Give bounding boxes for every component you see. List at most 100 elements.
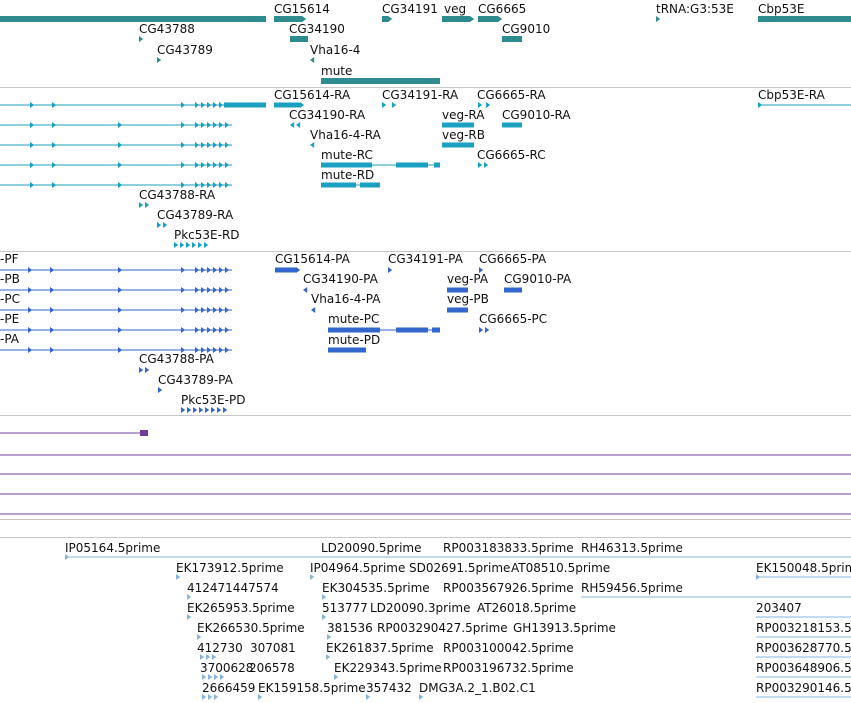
protein-label[interactable]: mute-PD [328,333,381,347]
gene-label[interactable]: mute [321,64,353,78]
est-label[interactable]: 2666459 [202,681,256,695]
est-label[interactable]: 307081 [250,641,296,655]
est-label[interactable]: 3700628 [200,661,254,675]
protein-label[interactable]: veg-PA [447,272,489,286]
protein-label[interactable]: CG6665-PC [479,312,548,326]
protein-label[interactable]: Pkc53E-PD [181,393,246,407]
mrna-exon-glyph [225,162,230,168]
est-glyph [208,674,213,680]
mrna-exon-glyph [478,162,483,168]
protein-exon-glyph [217,407,222,413]
est-label[interactable]: EK304535.5prime [322,581,430,595]
gene-label[interactable]: tRNA:G3:53E [656,2,734,16]
est-label[interactable]: RH59456.5prime [581,581,683,595]
protein-label[interactable]: -PE [0,312,20,326]
est-label[interactable]: RP003218153.5 [756,621,851,635]
est-label[interactable]: EK173912.5prime [176,561,284,575]
mrna-label[interactable]: CG43789-RA [157,208,234,222]
mrna-label[interactable]: CG6665-RC [477,148,546,162]
est-label[interactable]: SD02691.5prime [409,561,511,575]
mrna-exon-glyph [207,162,212,168]
est-label[interactable]: 412730 [197,641,243,655]
mrna-label[interactable]: veg-RB [442,128,486,142]
est-label[interactable]: IP05164.5prime [65,541,161,555]
mrna-label[interactable]: mute-RD [321,168,375,182]
protein-label[interactable]: -PA [0,332,20,346]
protein-exon-glyph [223,407,228,413]
est-label[interactable]: RP003628770.5 [756,641,851,655]
protein-label[interactable]: CG15614-PA [275,252,350,266]
protein-exon-glyph [118,307,123,313]
gene-label[interactable]: Vha16-4 [310,43,361,57]
gene-label[interactable]: CG34191 [382,2,438,16]
protein-label[interactable]: CG6665-PA [479,252,547,266]
est-label[interactable]: 513777 [322,601,368,615]
est-label[interactable]: AT26018.5prime [477,601,577,615]
mrna-exon-glyph [290,122,295,128]
gene-label[interactable]: CG43788 [139,22,195,36]
est-label[interactable]: RP003648906.5 [756,661,851,675]
protein-label[interactable]: CG34190-PA [303,272,378,286]
gene-label[interactable]: Cbp53E [758,2,805,16]
est-label[interactable]: AT08510.5prime [511,561,611,575]
est-label[interactable]: RP003183833.5prime [443,541,574,555]
protein-label[interactable]: mute-PC [328,312,380,326]
protein-label[interactable]: CG43789-PA [158,373,233,387]
est-label[interactable]: RP003567926.5prime [443,581,574,595]
protein-label[interactable]: -PF [0,252,19,266]
est-label[interactable]: RP003290427.5prime [377,621,508,635]
protein-label[interactable]: -PC [0,292,20,306]
mrna-label[interactable]: Cbp53E-RA [758,88,825,102]
est-label[interactable]: RP003100042.5prime [443,641,574,655]
mrna-label[interactable]: CG9010-RA [502,108,571,122]
est-label[interactable]: RH46313.5prime [581,541,683,555]
mrna-label[interactable]: CG15614-RA [274,88,351,102]
mrna-label[interactable]: mute-RC [321,148,373,162]
mrna-exon-glyph [52,162,57,168]
mrna-label[interactable]: CG6665-RA [477,88,546,102]
est-label[interactable]: 203407 [756,601,802,615]
est-label[interactable]: 206578 [249,661,295,675]
protein-label[interactable]: CG43788-PA [139,352,214,366]
mrna-exon-glyph [174,242,179,248]
mrna-exon-glyph [392,102,397,108]
est-label[interactable]: EK150048.5prime [756,561,851,575]
est-label[interactable]: EK266530.5prime [197,621,305,635]
protein-label[interactable]: Vha16-4-PA [311,292,381,306]
mrna-label[interactable]: Vha16-4-RA [310,128,381,142]
mrna-label[interactable]: CG34191-RA [382,88,459,102]
est-label[interactable]: 412471447574 [187,581,279,595]
protein-label[interactable]: veg-PB [447,292,489,306]
mrna-label[interactable]: CG34190-RA [289,108,366,122]
mrna-label[interactable]: Pkc53E-RD [174,228,240,242]
est-label[interactable]: LD20090.5prime [321,541,422,555]
est-label[interactable]: EK229343.5prime [334,661,442,675]
est-label[interactable]: DMG3A.2_1.B02.C1 [419,681,536,695]
gene-label[interactable]: veg [444,2,467,16]
protein-label[interactable]: CG34191-PA [388,252,463,266]
mrna-label[interactable]: veg-RA [442,108,485,122]
est-label[interactable]: RP003290146.5 [756,681,851,695]
est-label[interactable]: EK265953.5prime [187,601,295,615]
gene-label[interactable]: CG9010 [502,22,551,36]
est-glyph [419,694,424,700]
est-label[interactable]: 381536 [327,621,373,635]
protein-label[interactable]: -PB [0,272,20,286]
mrna-exon-glyph [207,122,212,128]
est-label[interactable]: IP04964.5prime [310,561,406,575]
est-label[interactable]: EK159158.5prime [258,681,366,695]
est-label[interactable]: 357432 [366,681,412,695]
est-label[interactable]: EK261837.5prime [326,641,434,655]
gene-label[interactable]: CG15614 [274,2,330,16]
mrna-label[interactable]: CG43788-RA [139,188,216,202]
gene-label[interactable]: CG43789 [157,43,213,57]
gene-label[interactable]: CG6665 [478,2,527,16]
protein-exon-glyph [201,307,206,313]
protein-label[interactable]: CG9010-PA [504,272,572,286]
protein-exon-glyph [145,367,150,373]
gene-label[interactable]: CG34190 [289,22,345,36]
est-label[interactable]: LD20090.3prime [370,601,471,615]
protein-exon-glyph [181,267,186,273]
est-label[interactable]: GH13913.5prime [513,621,616,635]
est-label[interactable]: RP003196732.5prime [443,661,574,675]
